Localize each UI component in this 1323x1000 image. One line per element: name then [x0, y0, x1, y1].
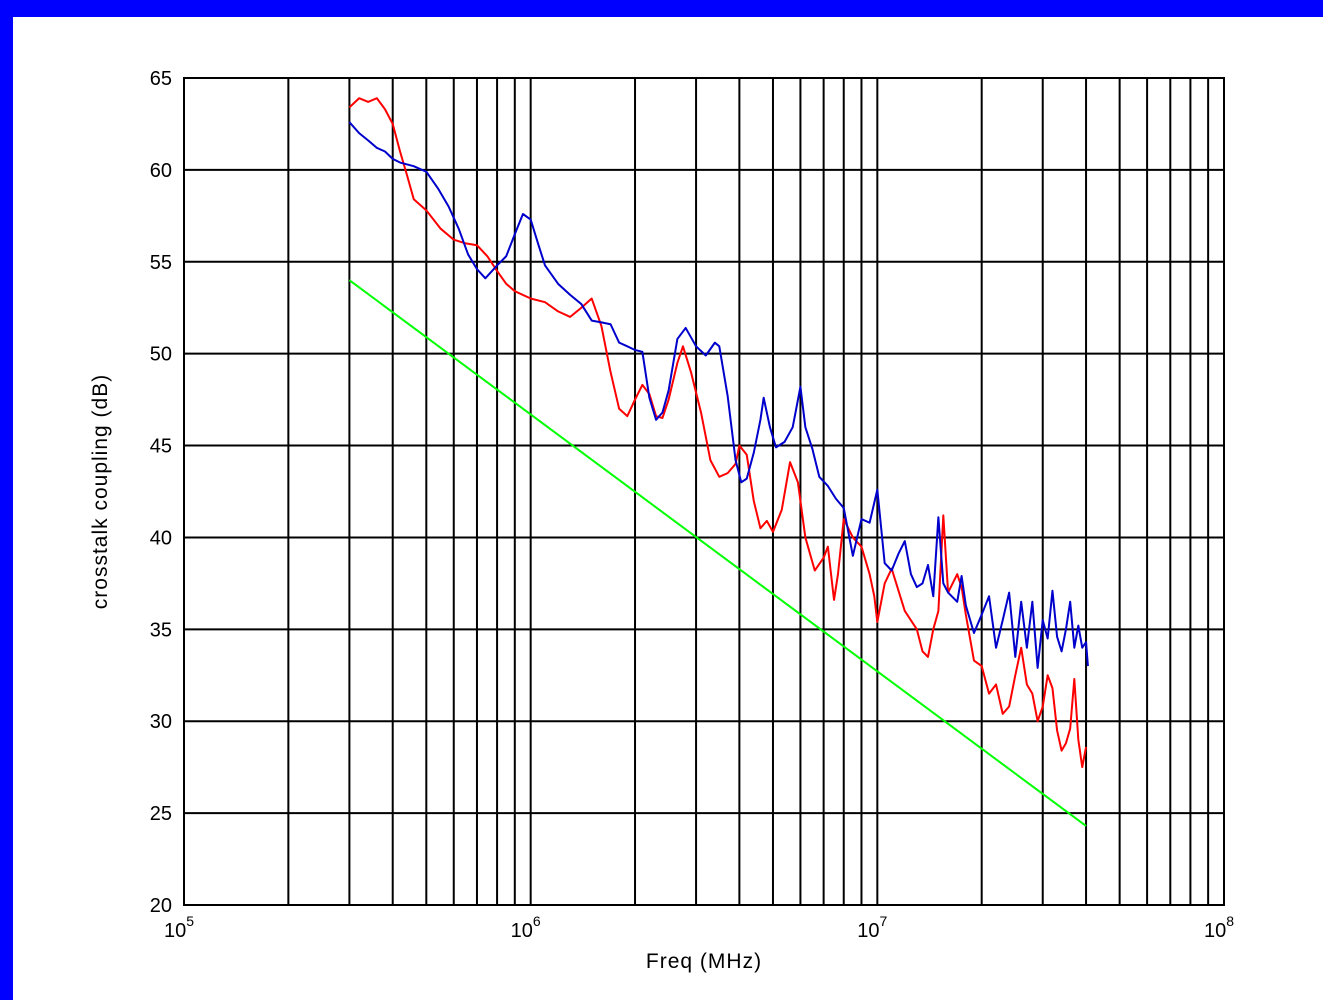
x-tick-label: 108 [1204, 913, 1234, 942]
series-line-3 [348, 279, 1087, 827]
chart-frame: 20 25 30 35 40 45 50 55 60 65 105 106 107 108 Freq (… [13, 17, 1323, 1000]
y-axis-label: crosstalk coupling (dB) [89, 374, 112, 609]
x-tick-labels: 105 106 107 108 [164, 913, 1234, 942]
series-line-1 [348, 97, 1088, 769]
y-tick-label: 25 [150, 803, 172, 825]
y-tick-label: 60 [150, 160, 172, 182]
data-series [348, 97, 1089, 827]
x-tick-label: 107 [857, 913, 887, 942]
y-tick-label: 20 [150, 895, 172, 917]
y-tick-label: 40 [150, 527, 172, 549]
grid-lines [183, 77, 1224, 906]
x-axis-label: Freq (MHz) [646, 950, 762, 973]
y-tick-label: 45 [150, 436, 172, 458]
plot-area [183, 77, 1225, 906]
y-tick-label: 35 [150, 619, 172, 641]
y-tick-label: 65 [150, 68, 172, 90]
y-tick-label: 50 [150, 344, 172, 366]
x-tick-label: 105 [164, 913, 194, 942]
chart: 20 25 30 35 40 45 50 55 60 65 105 106 107 108 Freq (… [89, 68, 1234, 973]
y-tick-labels: 20 25 30 35 40 45 50 55 60 65 [150, 68, 172, 917]
x-tick-label: 106 [511, 913, 541, 942]
y-tick-label: 55 [150, 252, 172, 274]
series-line-2 [348, 121, 1089, 669]
y-tick-label: 30 [150, 711, 172, 733]
